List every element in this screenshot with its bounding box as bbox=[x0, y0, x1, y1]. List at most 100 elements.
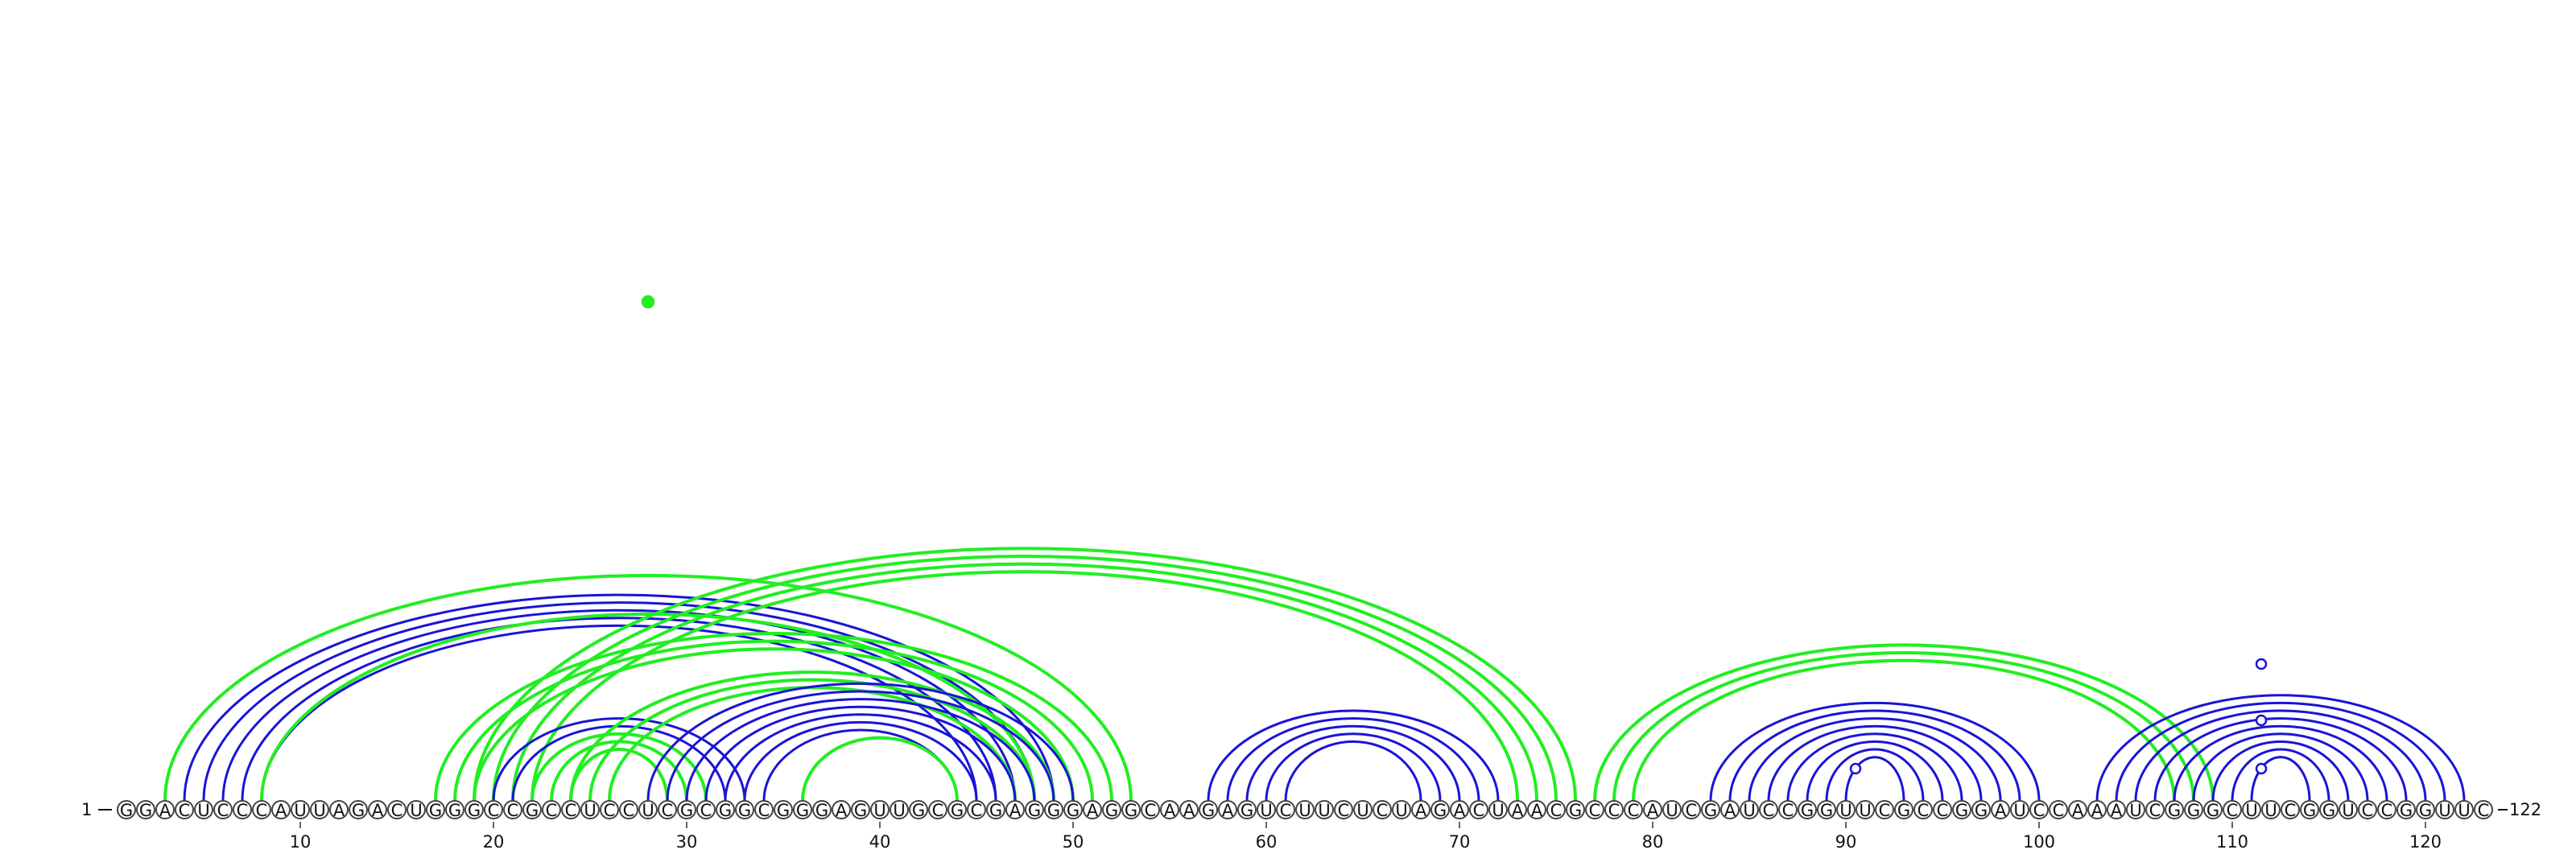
arc-marker-3 bbox=[2255, 762, 2268, 775]
nucleotide-83: G bbox=[1701, 800, 1720, 820]
arc-green-21-74 bbox=[511, 562, 1538, 802]
nucleotide-circle bbox=[1952, 800, 1971, 819]
nucleotide-letter: C bbox=[2033, 801, 2046, 820]
nucleotide-letter: C bbox=[1145, 801, 1157, 820]
nucleotide-28: U bbox=[638, 800, 658, 820]
nucleotide-87: C bbox=[1778, 800, 1798, 820]
nucleotide-letter: C bbox=[1628, 801, 1640, 820]
arc-green-36-44 bbox=[801, 736, 959, 802]
nucleotide-circle bbox=[1875, 800, 1894, 819]
tick-label-30: 30 bbox=[676, 832, 698, 852]
tick-label-20: 20 bbox=[483, 832, 505, 852]
tick-label-70: 70 bbox=[1449, 832, 1471, 852]
nucleotide-26: C bbox=[600, 800, 619, 820]
nucleotide-circle bbox=[155, 800, 175, 819]
nucleotide-letter: U bbox=[2342, 801, 2354, 820]
nucleotide-66: C bbox=[1373, 800, 1392, 820]
nucleotide-36: G bbox=[793, 800, 812, 820]
nucleotide-letter: U bbox=[1318, 801, 1330, 820]
nucleotide-circle bbox=[1836, 800, 1856, 819]
nucleotide-72: U bbox=[1488, 800, 1508, 820]
nucleotide-circle bbox=[580, 800, 600, 819]
nucleotide-circle bbox=[407, 800, 426, 819]
nucleotide-letter: C bbox=[391, 801, 403, 820]
nucleotide-circle bbox=[2203, 800, 2223, 819]
nucleotide-letter: U bbox=[1260, 801, 1272, 820]
nucleotide-29: C bbox=[658, 800, 677, 820]
nucleotide-letter: U bbox=[584, 801, 596, 820]
nucleotide-circle bbox=[1334, 800, 1353, 819]
nucleotide-23: C bbox=[542, 800, 561, 820]
nucleotide-circle bbox=[1778, 800, 1798, 819]
nucleotide-35: G bbox=[774, 800, 793, 820]
arc-blue-7-46 bbox=[241, 617, 997, 802]
nucleotide-69: G bbox=[1430, 800, 1450, 820]
arc-blue-20-33 bbox=[492, 717, 746, 802]
nucleotide-circle bbox=[503, 800, 522, 819]
nucleotide-79: C bbox=[1624, 800, 1643, 820]
nucleotide-letter: G bbox=[1202, 801, 1215, 820]
nucleotide-circle bbox=[1218, 800, 1237, 819]
nucleotide-letter: A bbox=[1512, 801, 1524, 820]
arc-blue-28-50 bbox=[646, 682, 1075, 802]
nucleotide-59: G bbox=[1237, 800, 1257, 820]
nucleotide-letter: G bbox=[120, 801, 133, 820]
nucleotide-18: G bbox=[445, 800, 464, 820]
nucleotide-11: U bbox=[310, 800, 329, 820]
nucleotide-letter: C bbox=[758, 801, 770, 820]
nucleotide-letter: G bbox=[2400, 801, 2413, 820]
nucleotide-80: A bbox=[1643, 800, 1662, 820]
nucleotide-119: G bbox=[2396, 800, 2416, 820]
nucleotide-circle bbox=[1604, 800, 1624, 819]
nucleotide-letter: G bbox=[1241, 801, 1253, 820]
nucleotide-circle bbox=[1817, 800, 1836, 819]
nucleotide-circle bbox=[1624, 800, 1643, 819]
arc-blue-6-47 bbox=[221, 608, 1017, 802]
nucleotide-circle bbox=[2068, 800, 2087, 819]
nucleotide-letter: A bbox=[2072, 801, 2084, 820]
nucleotide-letter: C bbox=[2053, 801, 2065, 820]
nucleotide-letter: C bbox=[2149, 801, 2161, 820]
nucleotide-17: G bbox=[426, 800, 445, 820]
nucleotide-circle bbox=[890, 800, 909, 819]
nucleotide-letter: C bbox=[1377, 801, 1389, 820]
nucleotide-123: C bbox=[2474, 800, 2493, 820]
nucleotide-circle bbox=[1430, 800, 1450, 819]
arc-blue-87-96 bbox=[1786, 732, 1963, 802]
arc-blue-58-71 bbox=[1226, 717, 1480, 802]
nucleotide-109: G bbox=[2203, 800, 2223, 820]
nucleotide-43: C bbox=[928, 800, 947, 820]
nucleotide-81: U bbox=[1662, 800, 1682, 820]
nucleotide-115: G bbox=[2319, 800, 2339, 820]
nucleotide-circle bbox=[1682, 800, 1701, 819]
nucleotide-circle bbox=[1527, 800, 1546, 819]
nucleotide-61: C bbox=[1276, 800, 1295, 820]
nucleotide-letter: G bbox=[1820, 801, 1833, 820]
nucleotide-circle bbox=[522, 800, 542, 819]
nucleotide-letter: G bbox=[1955, 801, 1968, 820]
nucleotide-letter: C bbox=[1918, 801, 1930, 820]
nucleotide-circle bbox=[696, 800, 716, 819]
nucleotide-circle bbox=[1913, 800, 1933, 819]
nucleotide-circle bbox=[774, 800, 793, 819]
nucleotide-letter: C bbox=[932, 801, 944, 820]
nucleotide-85: U bbox=[1740, 800, 1759, 820]
nucleotide-circle bbox=[2010, 800, 2029, 819]
arc-green-17-52 bbox=[434, 632, 1113, 802]
nucleotide-letter: C bbox=[179, 801, 191, 820]
nucleotide-letter: G bbox=[680, 801, 693, 820]
nucleotide-92: C bbox=[1875, 800, 1894, 820]
nucleotide-22: G bbox=[522, 800, 542, 820]
nucleotide-letter: G bbox=[448, 801, 461, 820]
tick-label-50: 50 bbox=[1063, 832, 1084, 852]
nucleotide-letter: G bbox=[429, 801, 442, 820]
nucleotide-25: U bbox=[580, 800, 600, 820]
nucleotide-circle bbox=[233, 800, 252, 819]
nucleotide-letter: G bbox=[1897, 801, 1910, 820]
nucleotide-letter: C bbox=[662, 801, 674, 820]
nucleotide-circle bbox=[986, 800, 1005, 819]
nucleotide-15: C bbox=[387, 800, 407, 820]
nucleotide-letter: C bbox=[565, 801, 577, 820]
